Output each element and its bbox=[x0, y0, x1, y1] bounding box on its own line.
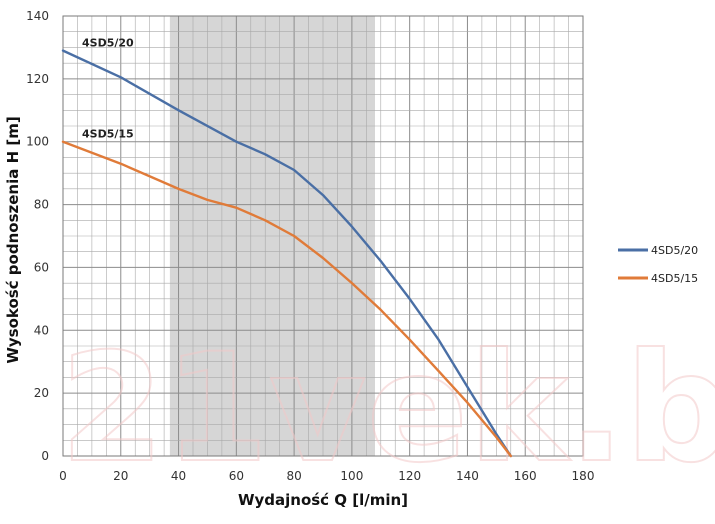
x-tick-label: 180 bbox=[572, 469, 595, 483]
legend: 4SD5/20 4SD5/15 bbox=[618, 244, 698, 285]
y-tick-label: 20 bbox=[34, 386, 49, 400]
curve-labels: 4SD5/20 4SD5/15 bbox=[82, 37, 134, 141]
x-tick-label: 100 bbox=[340, 469, 363, 483]
x-tick-label: 80 bbox=[286, 469, 301, 483]
x-tick-label: 40 bbox=[171, 469, 186, 483]
grid bbox=[62, 15, 584, 457]
x-tick-label: 120 bbox=[398, 469, 421, 483]
legend-label: 4SD5/20 bbox=[651, 244, 698, 257]
curve-label: 4SD5/20 bbox=[82, 37, 134, 50]
watermark-text: 21vek.by bbox=[60, 322, 715, 496]
curve-label: 4SD5/15 bbox=[82, 128, 134, 141]
y-tick-label: 120 bbox=[26, 72, 49, 86]
x-tick-label: 160 bbox=[514, 469, 537, 483]
x-tick-label: 60 bbox=[229, 469, 244, 483]
series-line-4sd5-20 bbox=[61, 49, 512, 458]
y-tick-label: 60 bbox=[34, 260, 49, 274]
y-tick-label: 40 bbox=[34, 323, 49, 337]
y-tick-label: 140 bbox=[26, 9, 49, 23]
series bbox=[61, 49, 512, 458]
x-axis-label: Wydajność Q [l/min] bbox=[238, 491, 408, 509]
y-tick-label: 0 bbox=[41, 449, 49, 463]
x-tick-label: 20 bbox=[113, 469, 128, 483]
x-tick-label: 140 bbox=[456, 469, 479, 483]
y-axis-label: Wysokość podnoszenia H [m] bbox=[4, 116, 22, 363]
watermark: 21vek.by bbox=[59, 321, 715, 497]
tick-labels: 0 20 40 60 80 100 120 140 160 180 0 20 40 60 80 100 120 1… bbox=[26, 9, 594, 483]
y-tick-label: 80 bbox=[34, 198, 49, 212]
series-line-4sd5-15 bbox=[61, 140, 512, 458]
plot-border bbox=[62, 15, 584, 457]
y-tick-label: 100 bbox=[26, 135, 49, 149]
x-tick-label: 0 bbox=[59, 469, 67, 483]
legend-label: 4SD5/15 bbox=[651, 272, 698, 285]
